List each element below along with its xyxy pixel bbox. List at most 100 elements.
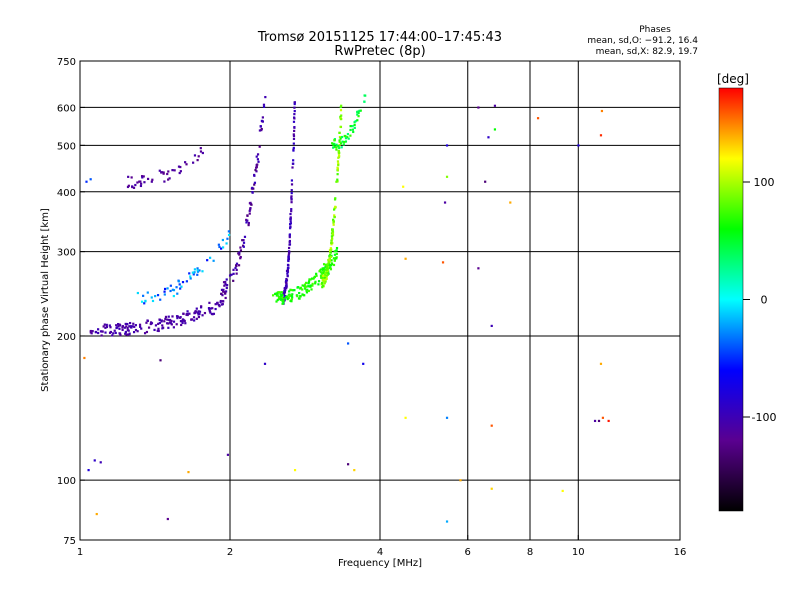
echo-point — [339, 109, 343, 112]
stats-line-o: mean, sd,O: −91.2, 16.4 — [587, 36, 698, 46]
echo-point — [114, 331, 117, 335]
echo-point — [234, 264, 238, 267]
echo-point — [125, 325, 128, 328]
echo-point — [102, 325, 105, 328]
echo-point — [167, 315, 170, 318]
echo-point — [283, 297, 286, 300]
y-tick-label: 300 — [57, 248, 76, 259]
echo-point — [150, 180, 153, 183]
echo-point — [105, 325, 109, 329]
echo-point — [197, 155, 200, 158]
echo-point — [238, 251, 241, 254]
echo-point — [283, 291, 286, 294]
echo-point — [339, 137, 342, 140]
echo-point — [292, 134, 296, 138]
echo-point — [246, 219, 249, 222]
echo-point — [239, 257, 242, 260]
echo-point — [175, 323, 178, 326]
echo-point — [354, 120, 357, 123]
echo-point — [293, 101, 296, 104]
echo-point — [277, 291, 280, 294]
echo-point — [162, 171, 165, 174]
echo-point — [346, 136, 349, 139]
echo-point — [214, 303, 217, 306]
echo-point — [89, 329, 92, 333]
echo-point — [335, 246, 339, 250]
echo-point — [330, 237, 334, 240]
echo-point — [329, 247, 332, 250]
echo-point — [253, 181, 257, 184]
echo-point — [256, 158, 260, 161]
echo-point — [196, 267, 199, 270]
echo-point — [161, 324, 164, 327]
echo-point — [124, 322, 127, 326]
echo-point — [208, 301, 211, 304]
echo-point — [322, 274, 325, 277]
y-axis-ticks: 75 100 200 300 400 500 600 750 — [57, 57, 85, 547]
echo-point — [220, 303, 223, 306]
echo-point — [197, 311, 200, 314]
echo-point — [167, 326, 170, 329]
echo-point — [108, 324, 111, 327]
echo-point — [185, 313, 188, 316]
echo-point — [113, 329, 116, 332]
echo-point — [285, 287, 288, 290]
echo-point — [291, 293, 294, 296]
echo-point — [333, 253, 337, 256]
echo-point — [332, 223, 335, 226]
echo-point — [168, 177, 171, 180]
echo-point — [286, 275, 289, 278]
y-tick-label: 600 — [57, 103, 76, 114]
echo-point — [335, 143, 338, 146]
noise-point — [599, 362, 603, 365]
noise-point — [487, 136, 490, 139]
echo-point — [139, 180, 142, 183]
noise-point — [443, 201, 447, 204]
echo-point — [324, 272, 327, 275]
echo-point — [339, 105, 342, 109]
noise-point — [445, 416, 449, 419]
echo-point — [109, 326, 112, 329]
echo-point — [274, 292, 277, 296]
echo-point — [335, 180, 338, 183]
echo-point — [290, 196, 293, 199]
echo-point — [177, 165, 181, 168]
noise-point — [593, 419, 597, 423]
echo-point — [176, 315, 179, 318]
echo-point — [336, 178, 339, 181]
echo-point — [359, 109, 362, 112]
echo-point — [335, 146, 338, 149]
echo-point — [323, 267, 326, 270]
echo-point — [189, 277, 192, 280]
echo-point — [299, 287, 302, 290]
echo-point — [286, 295, 289, 298]
echo-point — [288, 235, 291, 239]
echo-point — [237, 264, 241, 267]
echo-point — [112, 332, 115, 335]
echo-point — [208, 310, 211, 313]
echo-point — [126, 333, 129, 336]
echo-point — [323, 280, 326, 283]
echo-point — [214, 307, 217, 311]
echo-point — [321, 276, 324, 279]
echo-point — [125, 333, 128, 336]
echo-point — [172, 294, 175, 298]
echo-point — [283, 290, 286, 293]
echo-point — [288, 293, 291, 296]
echo-point — [192, 161, 195, 164]
echo-point — [340, 114, 343, 117]
echo-point — [143, 302, 146, 305]
echo-point — [224, 280, 227, 284]
echo-point — [192, 273, 195, 276]
echo-point — [94, 330, 98, 334]
echo-point — [141, 176, 144, 179]
echo-point — [131, 325, 134, 328]
noise-point — [577, 144, 580, 147]
echo-point — [259, 125, 262, 128]
echo-point — [193, 154, 197, 157]
echo-point — [170, 319, 173, 323]
noise-point — [490, 487, 493, 490]
noise-point — [445, 144, 449, 147]
y-axis-label: Stationary phase Virtual Height [km] — [40, 208, 51, 392]
chart-subtitle: RwPretec (8p) — [334, 44, 425, 59]
